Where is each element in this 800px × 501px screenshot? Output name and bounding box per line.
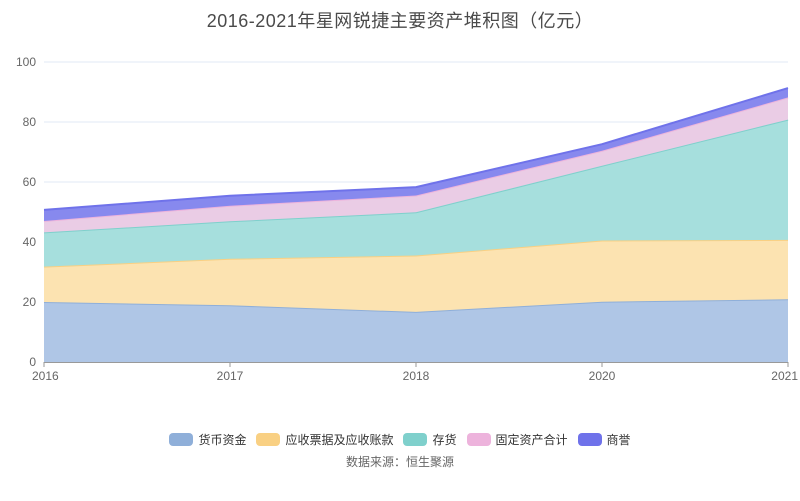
- area-商誉: [44, 88, 788, 221]
- legend-swatch-icon: [403, 433, 428, 446]
- y-tick-label: 0: [29, 355, 36, 369]
- legend-label: 货币资金: [198, 433, 247, 447]
- x-tick-label: 2020: [589, 369, 616, 383]
- legend-label: 存货: [432, 433, 457, 447]
- y-tick-label: 80: [23, 115, 37, 129]
- legend-swatch-icon: [256, 433, 281, 446]
- legend-item-存货[interactable]: 存货: [403, 431, 457, 448]
- legend-swatch-icon: [466, 433, 491, 446]
- legend-label: 应收票据及应收账款: [285, 433, 394, 447]
- area-存货: [44, 119, 788, 267]
- y-tick-label: 60: [23, 175, 37, 189]
- y-tick-label: 40: [23, 235, 37, 249]
- x-axis: [43, 362, 789, 367]
- x-tick-label: 2017: [217, 369, 244, 383]
- y-tick-label: 20: [23, 295, 37, 309]
- legend-swatch-icon: [577, 433, 602, 446]
- legend: 货币资金 应收票据及应收账款 存货 固定资产合计 商誉: [0, 431, 800, 448]
- line-商誉: [43, 87, 789, 211]
- legend-item-应收票据及应收账款[interactable]: 应收票据及应收账款: [256, 431, 393, 448]
- area-货币资金: [44, 299, 788, 362]
- area-应收票据及应收账款: [44, 239, 788, 312]
- x-tick-label: 2021: [771, 369, 798, 383]
- x-tick-label: 2018: [403, 369, 430, 383]
- legend-item-固定资产合计[interactable]: 固定资产合计: [466, 431, 568, 448]
- legend-item-货币资金[interactable]: 货币资金: [169, 431, 246, 448]
- x-tick-label: 2016: [32, 369, 59, 383]
- legend-label: 商誉: [606, 433, 631, 447]
- legend-swatch-icon: [169, 433, 194, 446]
- data-source-note: 数据来源：恒生聚源: [345, 455, 454, 469]
- legend-label: 固定资产合计: [495, 433, 568, 447]
- legend-item-商誉[interactable]: 商誉: [577, 431, 631, 448]
- chart-title: 2016-2021年星网锐捷主要资产堆积图（亿元）: [206, 11, 594, 31]
- area-series: [43, 87, 789, 362]
- y-axis-labels: 0 20 40 60 80 100: [16, 55, 36, 369]
- y-tick-label: 100: [16, 55, 36, 69]
- x-axis-labels: 2016 2017 2018 2020 2021: [32, 369, 798, 383]
- area-固定资产合计: [44, 97, 788, 233]
